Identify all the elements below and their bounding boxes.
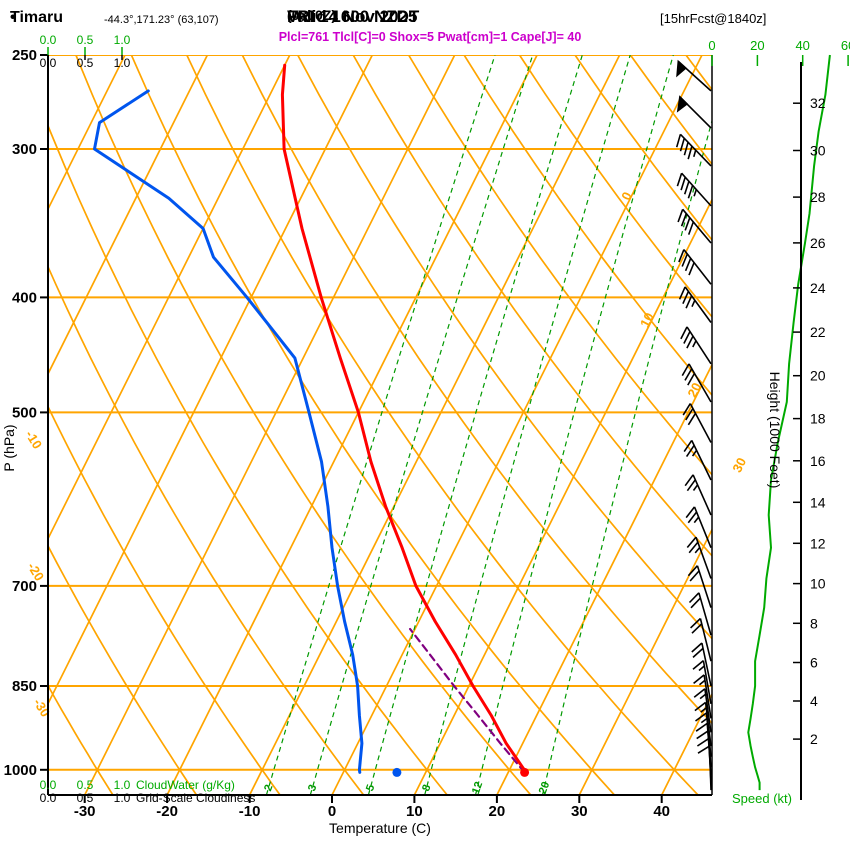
mixing-ratio-lines: [265, 55, 712, 795]
chart-header: • Timaru -44.3°,171.23° (63,107) Valid 1…: [10, 7, 767, 26]
svg-text:5: 5: [364, 783, 377, 793]
temperature-axis-title: Temperature (C): [329, 820, 431, 836]
svg-text:1000: 1000: [4, 762, 37, 779]
svg-text:250: 250: [12, 47, 37, 64]
svg-text:-10: -10: [239, 803, 261, 820]
dewpoint-curve: [93, 89, 364, 774]
svg-text:1.0: 1.0: [114, 778, 131, 792]
svg-text:850: 850: [12, 678, 37, 695]
wind-barbs: [675, 59, 712, 791]
svg-text:1.0: 1.0: [114, 56, 131, 70]
svg-text:0.5: 0.5: [77, 33, 94, 47]
svg-text:0.0: 0.0: [40, 778, 57, 792]
sounding-parameters: Plcl=761 Tlcl[C]=0 Shox=5 Pwat[cm]=1 Cap…: [278, 30, 582, 44]
svg-text:40: 40: [653, 803, 670, 820]
svg-text:20: 20: [810, 368, 826, 384]
svg-text:16: 16: [810, 453, 826, 469]
svg-text:0.0: 0.0: [40, 791, 57, 805]
svg-text:0: 0: [708, 38, 715, 53]
height-axis-title: Height (1000 Feet): [767, 372, 783, 489]
svg-text:1.0: 1.0: [114, 791, 131, 805]
svg-text:30: 30: [810, 143, 826, 159]
svg-text:30: 30: [571, 803, 588, 820]
svg-text:4: 4: [810, 693, 818, 709]
svg-text:8: 8: [420, 783, 433, 793]
surface-temperature-dot: [520, 767, 530, 777]
speed-axis-title: Speed (kt): [732, 791, 792, 806]
svg-text:18: 18: [810, 411, 826, 427]
temperature-curve: [280, 63, 527, 774]
svg-text:20: 20: [684, 380, 704, 400]
svg-text:10: 10: [637, 310, 657, 330]
svg-text:2: 2: [810, 731, 818, 747]
wind-speed-profile: [747, 54, 831, 791]
svg-text:3: 3: [306, 783, 319, 793]
svg-text:32: 32: [810, 95, 826, 111]
svg-text:20: 20: [537, 780, 552, 796]
svg-text:20: 20: [750, 38, 764, 53]
speed-scale: 0 20 40 60 Speed (kt): [708, 38, 850, 806]
svg-text:12: 12: [810, 535, 826, 551]
svg-text:8: 8: [810, 615, 818, 631]
svg-text:28: 28: [810, 189, 826, 205]
svg-text:0.5: 0.5: [77, 778, 94, 792]
svg-text:14: 14: [810, 494, 826, 510]
station-bullet: •: [10, 9, 16, 26]
svg-text:500: 500: [12, 404, 37, 421]
svg-text:0.0: 0.0: [40, 33, 57, 47]
cloudiness-label: Grid-Scale Cloudiness: [136, 791, 255, 805]
pressure-axis-title: P (hPa): [1, 424, 17, 471]
skewt-grid: [48, 55, 712, 795]
svg-text:24: 24: [810, 280, 826, 296]
cloudwater-label: CloudWater (g/Kg): [136, 778, 235, 792]
cloudwater-cloudiness-scales: 0.00.00.00.00.50.50.50.51.01.01.01.0Clou…: [40, 33, 256, 805]
svg-text:6: 6: [810, 655, 818, 671]
svg-text:0.0: 0.0: [40, 56, 57, 70]
svg-text:30: 30: [729, 455, 749, 475]
svg-text:-10: -10: [22, 428, 45, 452]
svg-text:10: 10: [810, 576, 826, 592]
svg-text:20: 20: [489, 803, 506, 820]
svg-text:10: 10: [406, 803, 423, 820]
station-coords: -44.3°,171.23° (63,107): [104, 14, 219, 26]
svg-text:40: 40: [795, 38, 809, 53]
svg-text:1.0: 1.0: [114, 33, 131, 47]
sounding-curves: [93, 63, 527, 774]
svg-text:0.5: 0.5: [77, 791, 94, 805]
surface-moisture-dot: [392, 767, 402, 777]
svg-text:-20: -20: [156, 803, 178, 820]
svg-text:2: 2: [262, 783, 275, 793]
svg-text:26: 26: [810, 235, 826, 251]
svg-text:400: 400: [12, 289, 37, 306]
svg-text:60: 60: [841, 38, 850, 53]
svg-text:0.5: 0.5: [77, 56, 94, 70]
axis-tick-labels: 250 300 400 500 700 850 1000 -30 -20 -10 0 10 20 30 40…: [1, 47, 670, 836]
plot-frame: [40, 54, 713, 803]
forecast-reference: [15hrFcst@1840z]: [660, 11, 767, 26]
svg-text:0: 0: [328, 803, 336, 820]
mixing-ratio-labels: 2 3 5 8 12 20: [262, 780, 552, 796]
svg-text:-30: -30: [74, 803, 96, 820]
svg-text:12: 12: [470, 780, 485, 796]
svg-text:300: 300: [12, 141, 37, 158]
parcel-curve: [409, 627, 526, 774]
svg-text:700: 700: [12, 578, 37, 595]
svg-text:22: 22: [810, 324, 826, 340]
